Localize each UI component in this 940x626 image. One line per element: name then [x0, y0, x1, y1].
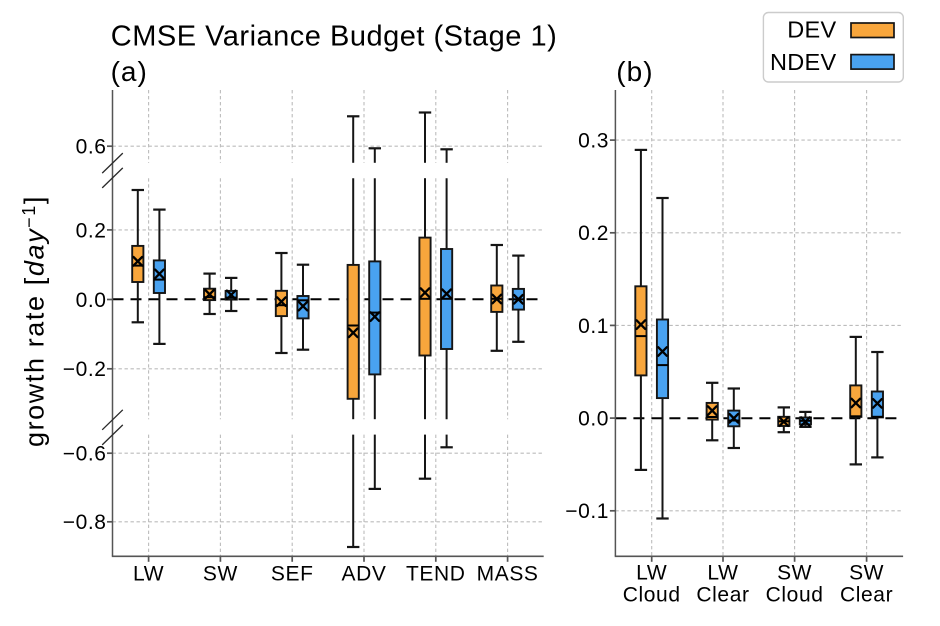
svg-text:SW: SW — [777, 562, 812, 585]
svg-text:LW: LW — [133, 563, 164, 586]
svg-text:growth rate [day−1]: growth rate [day−1] — [19, 195, 50, 447]
svg-text:SW: SW — [203, 563, 238, 586]
svg-text:0.0: 0.0 — [578, 408, 609, 431]
svg-text:0.2: 0.2 — [578, 222, 609, 245]
svg-text:ADV: ADV — [342, 563, 387, 586]
svg-text:0.0: 0.0 — [76, 289, 107, 312]
svg-text:0.6: 0.6 — [76, 136, 107, 159]
svg-text:0.2: 0.2 — [76, 219, 107, 242]
svg-text:TEND: TEND — [406, 563, 466, 586]
svg-text:CMSE Variance Budget (Stage 1): CMSE Variance Budget (Stage 1) — [111, 21, 557, 53]
svg-text:Cloud: Cloud — [766, 584, 824, 607]
svg-text:0.3: 0.3 — [578, 130, 609, 153]
svg-text:SEF: SEF — [271, 563, 314, 586]
svg-text:Clear: Clear — [696, 584, 749, 607]
svg-text:−0.1: −0.1 — [565, 500, 609, 523]
svg-text:−0.2: −0.2 — [63, 358, 107, 381]
svg-text:(b): (b) — [616, 56, 653, 87]
svg-text:LW: LW — [707, 562, 738, 585]
svg-text:SW: SW — [849, 562, 884, 585]
svg-text:DEV: DEV — [787, 17, 836, 43]
svg-text:Cloud: Cloud — [623, 584, 681, 607]
svg-text:Clear: Clear — [840, 584, 893, 607]
svg-text:MASS: MASS — [477, 563, 539, 586]
svg-text:LW: LW — [636, 562, 667, 585]
svg-text:−0.8: −0.8 — [63, 511, 107, 534]
svg-text:0.1: 0.1 — [578, 315, 609, 338]
svg-text:(a): (a) — [111, 56, 148, 87]
svg-text:NDEV: NDEV — [770, 49, 837, 75]
svg-text:−0.6: −0.6 — [63, 443, 107, 466]
